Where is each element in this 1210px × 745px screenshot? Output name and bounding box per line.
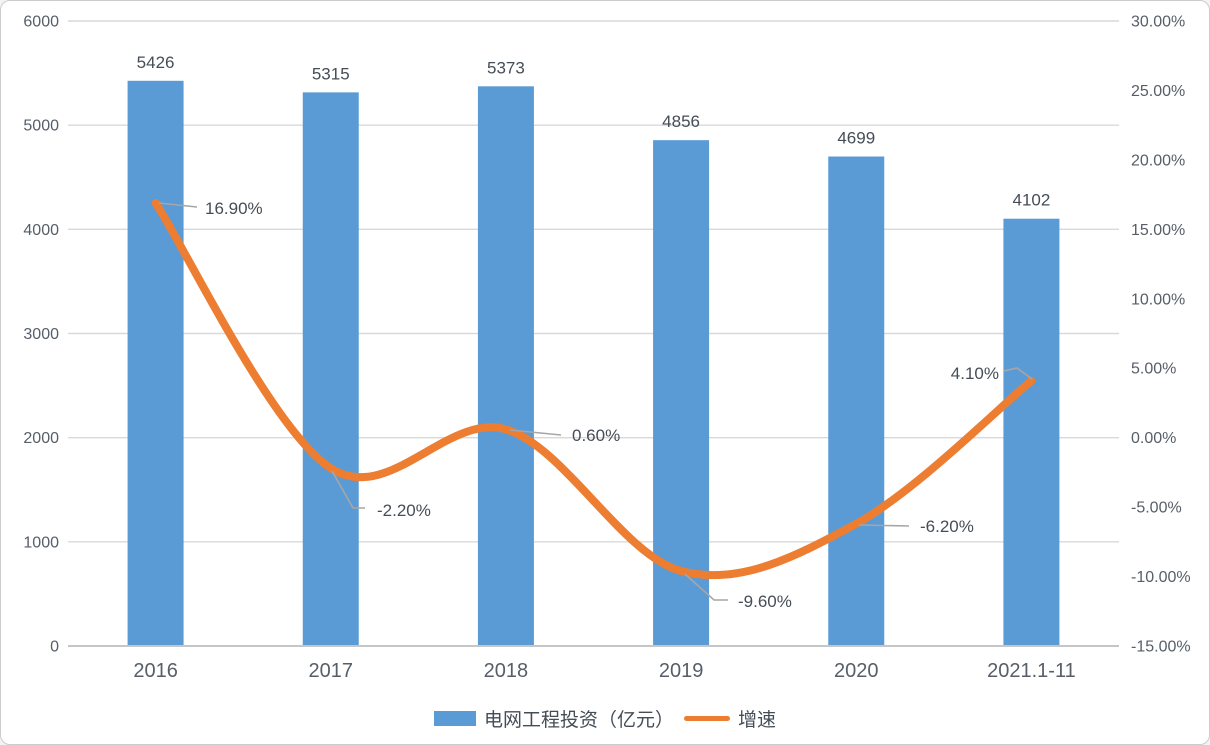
right-axis-tick: 25.00% <box>1131 83 1185 100</box>
bar-2021.1-11 <box>1003 218 1060 647</box>
bar-2018 <box>477 86 534 646</box>
right-axis-tick: 10.00% <box>1131 291 1185 308</box>
line-label-2019: -9.60% <box>738 592 792 611</box>
leader-line <box>684 573 728 601</box>
x-axis-label-2019: 2019 <box>659 660 704 682</box>
left-axis-tick: 2000 <box>23 430 59 447</box>
leader-line <box>858 524 910 527</box>
leader-line <box>1003 367 1033 380</box>
line-label-2016: 16.90% <box>205 199 263 218</box>
legend-label-growth: 增速 <box>738 710 777 731</box>
x-axis-label-2021.1-11: 2021.1-11 <box>987 660 1076 682</box>
bar-label-2018: 5373 <box>487 58 525 77</box>
x-axis-label-2017: 2017 <box>309 660 354 682</box>
right-axis-tick: -5.00% <box>1131 500 1182 517</box>
right-axis-tick: 0.00% <box>1131 430 1176 447</box>
left-axis-tick: 1000 <box>23 534 59 551</box>
right-axis-tick: -15.00% <box>1131 639 1191 656</box>
legend-item-growth: 增速 <box>684 705 776 732</box>
left-axis-tick: 5000 <box>23 118 59 135</box>
leader-line <box>331 470 365 509</box>
combo-chart: 5426 5315 5373 4856 4699 4102 0 1000 2000 3000 400… <box>23 14 1191 683</box>
right-axis-tick: -10.00% <box>1131 569 1191 586</box>
bar-2020 <box>828 156 885 647</box>
x-axis-label-2020: 2020 <box>834 660 879 682</box>
bar-2016 <box>127 80 184 646</box>
line-label-2020: -6.20% <box>920 517 974 536</box>
legend-item-investment: 电网工程投资（亿元） <box>433 705 674 732</box>
bar-label-2019: 4856 <box>662 112 700 131</box>
right-axis-tick: 5.00% <box>1131 361 1176 378</box>
left-axis-tick: 0 <box>50 639 59 656</box>
leader-line <box>509 429 562 436</box>
right-axis-tick: 15.00% <box>1131 222 1185 239</box>
bar-2017 <box>302 92 359 646</box>
bar-series-swatch-icon <box>433 711 476 726</box>
line-label-2018: 0.60% <box>572 426 620 445</box>
bar-label-2020: 4699 <box>837 129 875 148</box>
x-axis-label-2018: 2018 <box>484 660 529 682</box>
left-axis-tick: 3000 <box>23 326 59 343</box>
right-axis-tick: 20.00% <box>1131 152 1185 169</box>
left-axis-tick: 6000 <box>23 14 59 31</box>
left-axis-tick: 4000 <box>23 222 59 239</box>
bar-label-2017: 5315 <box>312 64 350 83</box>
leader-line <box>158 202 198 208</box>
line-label-2021.1-11: 4.10% <box>951 364 999 383</box>
bar-label-2016: 5426 <box>137 53 175 72</box>
bar-label-2021.1-11: 4102 <box>1013 191 1051 210</box>
legend-label-investment: 电网工程投资（亿元） <box>483 710 674 731</box>
x-axis-label-2016: 2016 <box>133 660 178 682</box>
line-label-2017: -2.20% <box>377 501 431 520</box>
growth-line <box>151 198 1036 580</box>
line-series-swatch-icon <box>684 716 730 721</box>
right-axis-tick: 30.00% <box>1131 14 1185 31</box>
chart-legend: 电网工程投资（亿元） 增速 <box>1 693 1209 744</box>
